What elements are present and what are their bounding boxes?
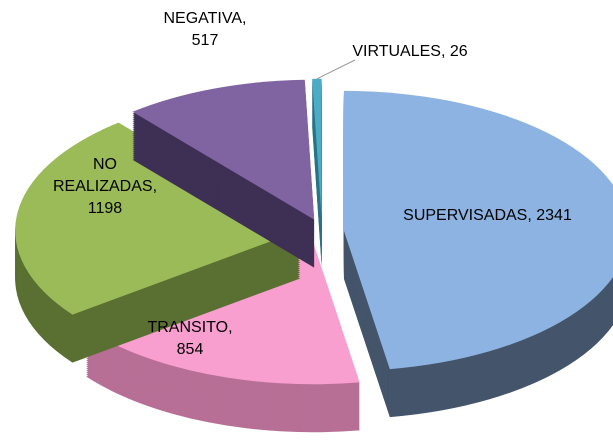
slice [15, 122, 301, 315]
data-label: VIRTUALES, 26 [352, 43, 468, 60]
data-label: NO REALIZADAS, 1198 [52, 156, 158, 217]
data-label: NEGATIVA, 517 [163, 10, 247, 49]
slice [343, 90, 613, 370]
data-label: SUPERVISADAS, 2341 [403, 207, 572, 224]
leader-line [316, 59, 356, 80]
slice [312, 78, 322, 219]
data-label: TRANSITO, 854 [147, 319, 233, 358]
slice [132, 79, 315, 220]
